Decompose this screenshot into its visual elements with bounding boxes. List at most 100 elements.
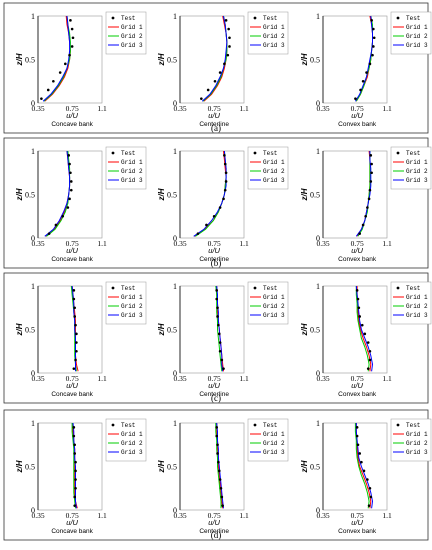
- y-tick-label: 0: [31, 234, 35, 243]
- panel-frame: [3, 137, 429, 269]
- y-axis-label: z/H: [157, 188, 166, 201]
- legend-entry: Grid 3: [121, 177, 143, 184]
- y-axis-label: z/H: [300, 323, 309, 336]
- axes-box: [179, 285, 245, 374]
- test-point: [355, 434, 359, 438]
- legend-entry: Grid 2: [406, 33, 428, 40]
- panel-frame: [3, 409, 429, 541]
- legend-marker-test: [253, 151, 257, 155]
- test-point: [52, 79, 55, 83]
- series-line-grid2: [43, 15, 71, 102]
- x-tick-label: 0.75: [208, 104, 221, 113]
- legend-marker-test: [253, 16, 257, 20]
- legend-marker-test: [396, 151, 400, 155]
- x-axis-label: u/U: [208, 381, 220, 390]
- x-tick-label: 0.75: [66, 374, 79, 383]
- test-point: [46, 88, 50, 92]
- x-tick-label: 0.35: [316, 104, 329, 113]
- legend-entry: Test: [406, 422, 420, 429]
- test-point: [216, 315, 219, 318]
- test-point: [216, 306, 219, 310]
- test-point: [222, 197, 225, 201]
- legend-entry: Grid 2: [263, 33, 285, 40]
- subplot-title: Centerline: [199, 391, 229, 398]
- x-tick-label: 0.35: [173, 511, 186, 520]
- x-tick-label: 1.1: [97, 104, 107, 113]
- legend-entry: Grid 3: [263, 177, 285, 184]
- test-point: [358, 452, 361, 455]
- test-point: [70, 27, 74, 31]
- test-point: [206, 88, 210, 92]
- test-point: [221, 504, 224, 507]
- x-tick-label: 0.75: [66, 104, 79, 113]
- series-line-grid3: [42, 15, 71, 102]
- y-tick-label: 1: [31, 419, 35, 428]
- axes-box: [179, 150, 245, 239]
- test-point: [216, 443, 219, 447]
- y-tick-label: 0: [173, 99, 177, 108]
- legend-entry: Grid 2: [121, 440, 143, 447]
- y-axis-label: z/H: [300, 53, 309, 66]
- y-tick-label: 0.5: [25, 56, 35, 65]
- y-tick-label: 0.5: [167, 463, 177, 472]
- series-line-grid2: [71, 423, 76, 509]
- test-point: [72, 434, 76, 438]
- test-point: [74, 478, 77, 481]
- legend-marker-test: [396, 423, 400, 427]
- x-axis-label: u/U: [66, 518, 78, 527]
- y-axis-label: z/H: [15, 188, 24, 201]
- test-point: [223, 154, 226, 157]
- test-point: [365, 71, 368, 74]
- legend-entry: Grid 3: [263, 42, 285, 49]
- legend-entry: Grid 3: [121, 449, 143, 456]
- y-tick-label: 0.5: [310, 326, 320, 335]
- series-line-grid3: [71, 285, 76, 372]
- test-point: [68, 53, 71, 57]
- test-point: [213, 79, 217, 83]
- axes-box: [322, 15, 388, 104]
- legend-entry: Grid 1: [121, 159, 143, 166]
- x-tick-label: 0.75: [351, 239, 364, 248]
- test-point: [369, 180, 373, 183]
- y-tick-label: 0.5: [167, 326, 177, 335]
- y-tick-label: 0: [31, 369, 35, 378]
- test-point: [355, 289, 359, 292]
- series-line-grid3: [216, 285, 224, 372]
- legend-entry: Grid 3: [263, 449, 285, 456]
- legend-entry: Grid 2: [263, 303, 285, 310]
- test-point: [218, 206, 222, 209]
- y-tick-label: 0.5: [167, 56, 177, 65]
- x-tick-label: 0.35: [31, 511, 44, 520]
- y-tick-label: 0.5: [310, 191, 320, 200]
- test-point: [224, 171, 228, 175]
- test-point: [54, 223, 58, 227]
- y-tick-label: 0: [173, 369, 177, 378]
- test-point: [75, 349, 78, 353]
- test-point: [224, 180, 228, 183]
- test-point: [356, 297, 360, 301]
- legend-entry: Test: [263, 15, 277, 22]
- test-point: [223, 62, 226, 66]
- series-line-grid2: [354, 423, 370, 509]
- panel-label: (c): [211, 393, 221, 403]
- test-point: [372, 45, 375, 48]
- test-point: [372, 27, 375, 31]
- test-point: [360, 460, 363, 464]
- series-line-grid3: [216, 422, 224, 509]
- test-point: [358, 315, 361, 318]
- legend-entry: Grid 1: [406, 294, 428, 301]
- test-point: [357, 306, 361, 310]
- legend-entry: Grid 3: [121, 42, 143, 49]
- test-point: [366, 367, 370, 370]
- test-point: [205, 223, 208, 227]
- x-axis-label: u/U: [66, 381, 78, 390]
- test-point: [75, 341, 78, 344]
- test-point: [368, 349, 372, 353]
- test-point: [361, 79, 365, 83]
